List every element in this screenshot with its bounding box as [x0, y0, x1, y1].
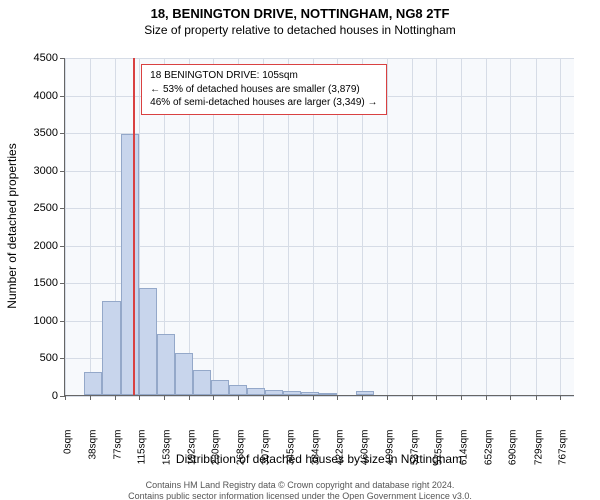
histogram-bar	[319, 393, 337, 395]
x-tick-label: 422sqm	[335, 430, 346, 478]
annotation-line-2: ← 53% of detached houses are smaller (3,…	[150, 83, 377, 97]
grid-line-horizontal	[65, 171, 574, 172]
grid-line-horizontal	[65, 58, 574, 59]
x-tick-mark	[510, 395, 511, 400]
x-tick-mark	[387, 395, 388, 400]
x-tick-label: 384sqm	[310, 430, 321, 478]
x-tick-label: 729sqm	[533, 430, 544, 478]
histogram-bar	[139, 288, 157, 395]
grid-line-horizontal	[65, 208, 574, 209]
annotation-line-3: 46% of semi-detached houses are larger (…	[150, 96, 377, 110]
grid-line-vertical	[436, 58, 437, 395]
x-tick-mark	[362, 395, 363, 400]
property-marker-line	[133, 58, 135, 395]
footer-attribution: Contains HM Land Registry data © Crown c…	[0, 480, 600, 500]
grid-line-vertical	[536, 58, 537, 395]
histogram-bar	[247, 388, 265, 396]
footer-line-2: Contains public sector information licen…	[0, 491, 600, 500]
x-tick-mark	[412, 395, 413, 400]
x-tick-mark	[238, 395, 239, 400]
x-tick-mark	[263, 395, 264, 400]
x-tick-mark	[337, 395, 338, 400]
histogram-bar	[175, 353, 193, 395]
plot-area: 18 BENINGTON DRIVE: 105sqm← 53% of detac…	[64, 58, 574, 396]
histogram-bar	[121, 134, 139, 395]
y-tick-label: 1000	[26, 315, 58, 327]
grid-line-horizontal	[65, 246, 574, 247]
x-tick-mark	[115, 395, 116, 400]
y-tick-label: 3000	[26, 165, 58, 177]
x-tick-mark	[65, 395, 66, 400]
x-tick-mark	[213, 395, 214, 400]
x-tick-label: 0sqm	[63, 430, 74, 478]
histogram-bar	[229, 385, 247, 395]
x-tick-label: 499sqm	[385, 430, 396, 478]
grid-line-horizontal	[65, 133, 574, 134]
x-tick-label: 460sqm	[359, 430, 370, 478]
histogram-bar	[211, 380, 229, 395]
grid-line-vertical	[486, 58, 487, 395]
x-tick-label: 192sqm	[186, 430, 197, 478]
histogram-bar	[301, 392, 319, 395]
x-tick-label: 153sqm	[161, 430, 172, 478]
footer-line-1: Contains HM Land Registry data © Crown c…	[0, 480, 600, 491]
histogram-bar	[283, 391, 301, 396]
x-tick-label: 307sqm	[261, 430, 272, 478]
x-tick-label: 767sqm	[558, 430, 569, 478]
x-tick-mark	[189, 395, 190, 400]
y-tick-label: 4500	[26, 52, 58, 64]
grid-line-horizontal	[65, 396, 574, 397]
x-tick-mark	[486, 395, 487, 400]
x-tick-label: 652sqm	[483, 430, 494, 478]
y-tick-label: 0	[26, 390, 58, 402]
x-tick-mark	[139, 395, 140, 400]
grid-line-vertical	[65, 58, 66, 395]
histogram-bar	[356, 391, 374, 396]
x-tick-label: 614sqm	[459, 430, 470, 478]
histogram-bar	[193, 370, 211, 395]
grid-line-vertical	[387, 58, 388, 395]
y-tick-label: 2000	[26, 240, 58, 252]
y-tick-label: 3500	[26, 127, 58, 139]
chart-subtitle: Size of property relative to detached ho…	[0, 23, 600, 37]
histogram-bar	[84, 372, 102, 395]
x-tick-label: 115sqm	[137, 430, 148, 478]
grid-line-vertical	[461, 58, 462, 395]
grid-line-vertical	[90, 58, 91, 395]
histogram-bar	[102, 301, 120, 395]
histogram-bar	[265, 390, 283, 395]
x-tick-label: 230sqm	[211, 430, 222, 478]
x-tick-label: 77sqm	[112, 430, 123, 478]
chart-container: 18, BENINGTON DRIVE, NOTTINGHAM, NG8 2TF…	[0, 6, 600, 500]
x-tick-label: 690sqm	[508, 430, 519, 478]
x-tick-label: 345sqm	[285, 430, 296, 478]
x-tick-mark	[436, 395, 437, 400]
x-tick-mark	[288, 395, 289, 400]
chart-title: 18, BENINGTON DRIVE, NOTTINGHAM, NG8 2TF	[0, 6, 600, 21]
y-tick-label: 4000	[26, 90, 58, 102]
x-tick-label: 575sqm	[434, 430, 445, 478]
x-tick-label: 38sqm	[87, 430, 98, 478]
y-tick-label: 1500	[26, 277, 58, 289]
grid-line-horizontal	[65, 283, 574, 284]
grid-line-vertical	[560, 58, 561, 395]
x-tick-mark	[90, 395, 91, 400]
x-tick-label: 268sqm	[236, 430, 247, 478]
annotation-line-1: 18 BENINGTON DRIVE: 105sqm	[150, 69, 377, 83]
y-tick-label: 2500	[26, 202, 58, 214]
grid-line-vertical	[510, 58, 511, 395]
y-axis-label: Number of detached properties	[5, 126, 19, 326]
y-tick-label: 500	[26, 352, 58, 364]
histogram-bar	[157, 334, 175, 395]
x-tick-mark	[313, 395, 314, 400]
x-tick-label: 537sqm	[409, 430, 420, 478]
annotation-box: 18 BENINGTON DRIVE: 105sqm← 53% of detac…	[141, 64, 386, 115]
x-tick-mark	[461, 395, 462, 400]
x-tick-mark	[560, 395, 561, 400]
grid-line-vertical	[412, 58, 413, 395]
x-tick-mark	[164, 395, 165, 400]
x-tick-mark	[536, 395, 537, 400]
